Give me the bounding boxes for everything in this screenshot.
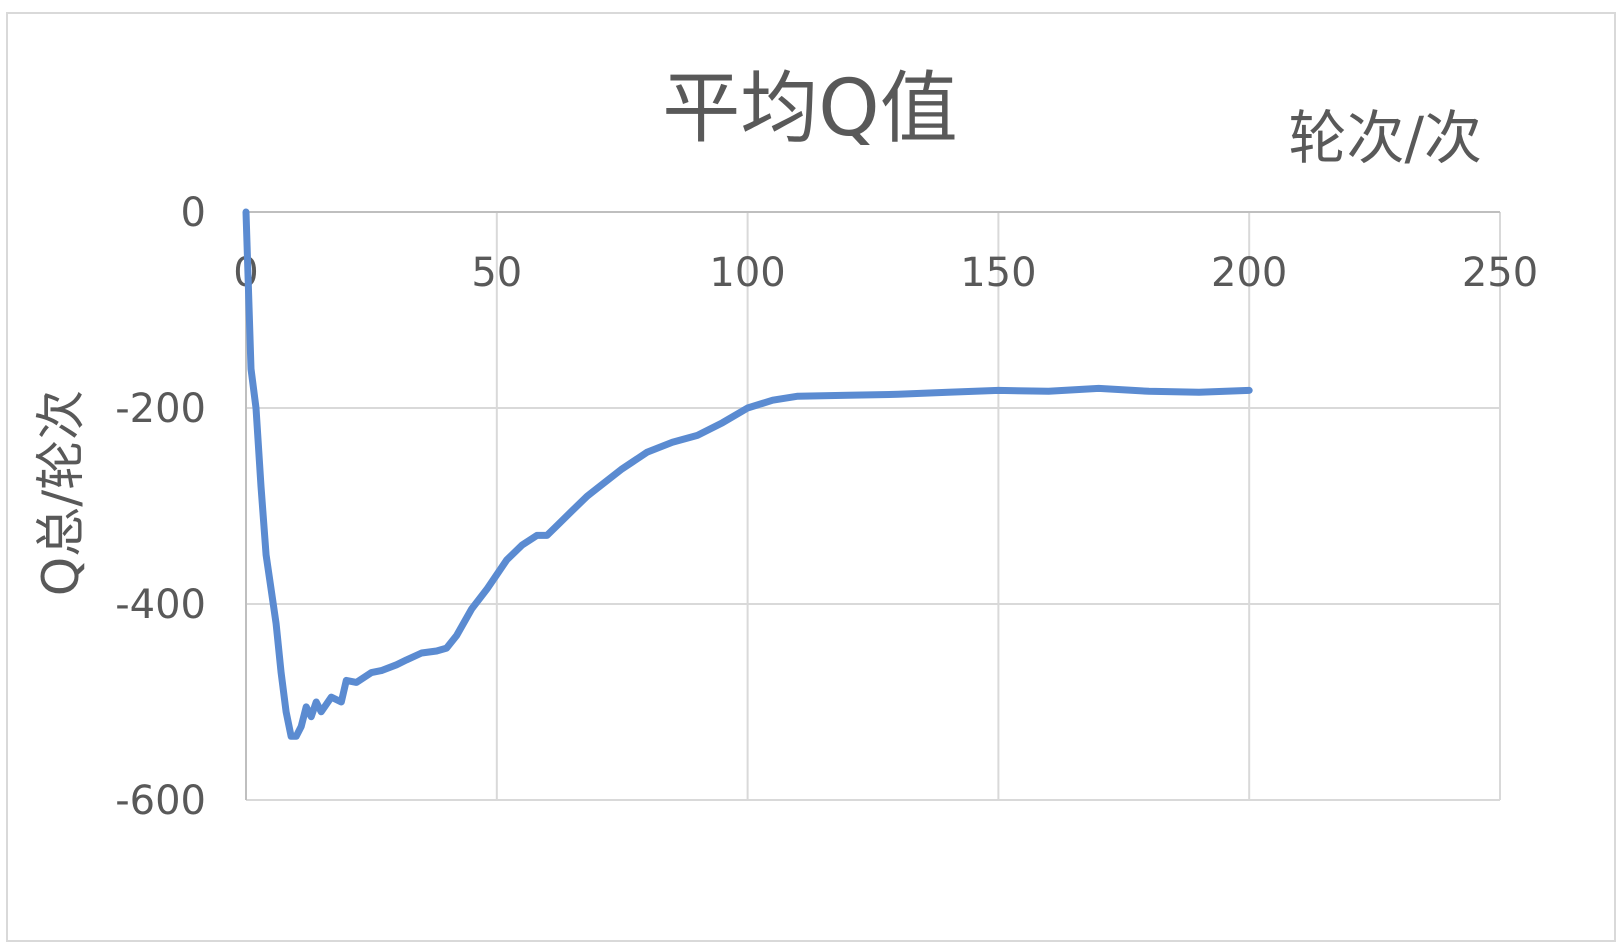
y-tick-label: -200 [115,386,206,432]
y-axis-label: Q总/轮次 [32,390,90,596]
chart-title: 平均Q值 [662,64,957,154]
y-tick-label: -400 [115,582,206,628]
x-axis-label: 轮次/次 [1288,104,1482,172]
x-tick-label: 50 [471,250,522,296]
chart-frame [6,12,1616,942]
y-tick-label: -600 [115,778,206,824]
y-tick-label: 0 [181,190,206,236]
series-line [242,208,1253,740]
x-tick-label: 150 [960,250,1036,296]
x-tick-label: 200 [1211,250,1287,296]
x-tick-label: 250 [1462,250,1538,296]
x-tick-label: 100 [709,250,785,296]
